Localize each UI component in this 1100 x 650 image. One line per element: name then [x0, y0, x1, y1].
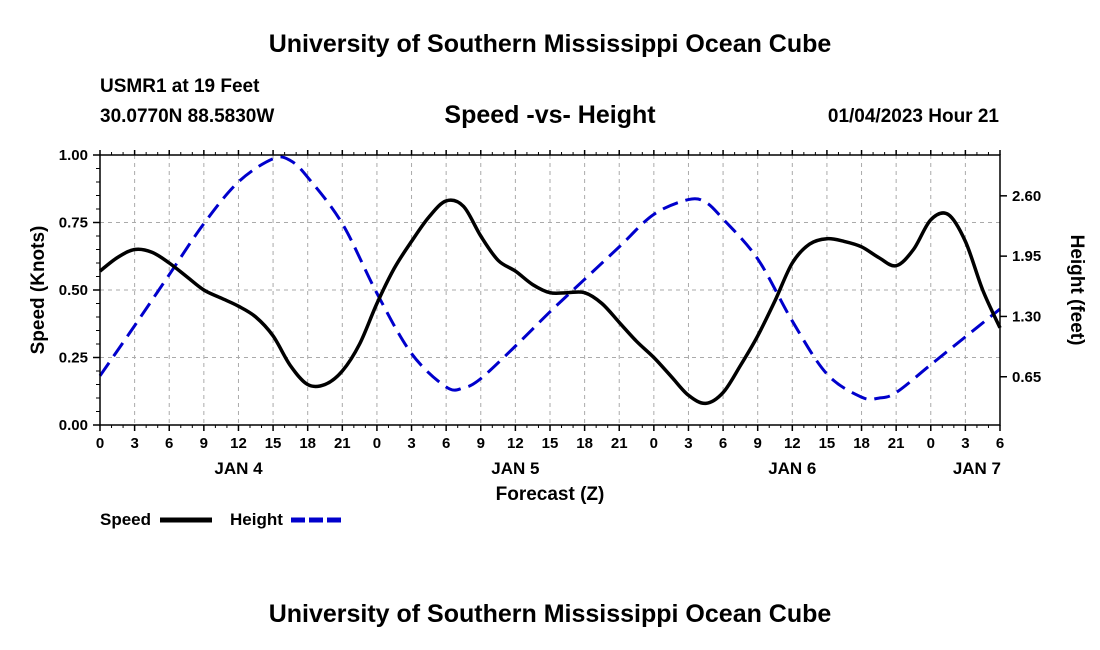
y2-tick-label: 1.95 — [1012, 248, 1041, 265]
y2-axis-title: Height (feet) — [1066, 235, 1087, 346]
x-tick-label: 9 — [477, 435, 485, 452]
x-tick-label: 15 — [265, 435, 282, 452]
y2-tick-label: 2.60 — [1012, 188, 1041, 205]
x-tick-label: 6 — [996, 435, 1004, 452]
x-tick-label: 3 — [961, 435, 969, 452]
legend-height-label: Height — [230, 510, 283, 529]
legend: Speed Height — [100, 510, 343, 529]
x-tick-label: 21 — [611, 435, 628, 452]
x-tick-label: 9 — [754, 435, 762, 452]
axes: 0 3 6 9 12 15 18 21 0 3 6 9 12 15 18 21 0 3 6 9 12 15 18 21 0 3 6 J… — [59, 147, 1041, 478]
x-tick-label: 3 — [130, 435, 138, 452]
y-tick-label: 0.25 — [59, 350, 88, 367]
day-label: JAN 5 — [491, 459, 539, 478]
coordinates-label: 30.0770N 88.5830W — [100, 106, 275, 127]
forecast-datetime: 01/04/2023 Hour 21 — [827, 106, 999, 127]
x-tick-label: 0 — [927, 435, 935, 452]
day-label: JAN 6 — [768, 459, 816, 478]
x-tick-label: 9 — [200, 435, 208, 452]
day-label: JAN 7 — [953, 459, 1001, 478]
day-label: JAN 4 — [214, 459, 263, 478]
y-tick-label: 0.75 — [59, 215, 88, 232]
y2-tick-label: 1.30 — [1012, 308, 1041, 325]
y-axis-title: Speed (Knots) — [28, 226, 49, 355]
x-tick-label: 21 — [888, 435, 905, 452]
footer-title: University of Southern Mississippi Ocean… — [268, 600, 832, 628]
speed-series-line — [98, 198, 1002, 406]
station-label: USMR1 at 19 Feet — [100, 76, 260, 97]
x-tick-label: 0 — [373, 435, 381, 452]
y-tick-label: 0.50 — [59, 282, 88, 299]
y-tick-label: 0.00 — [59, 417, 88, 434]
chart-title: Speed -vs- Height — [444, 101, 656, 129]
page-title: University of Southern Mississippi Ocean… — [268, 30, 832, 58]
x-tick-label: 0 — [96, 435, 104, 452]
grid — [100, 155, 1000, 425]
height-series-line — [98, 155, 1001, 401]
y2-tick-label: 0.65 — [1012, 369, 1041, 386]
x-tick-label: 15 — [542, 435, 559, 452]
x-tick-label: 0 — [650, 435, 658, 452]
x-tick-label: 18 — [853, 435, 870, 452]
x-tick-label: 12 — [784, 435, 801, 452]
legend-speed-label: Speed — [100, 510, 151, 529]
series-layer — [98, 155, 1002, 406]
x-tick-label: 21 — [334, 435, 351, 452]
x-tick-label: 12 — [230, 435, 247, 452]
x-tick-label: 6 — [165, 435, 173, 452]
x-axis-title: Forecast (Z) — [496, 484, 605, 505]
x-tick-label: 3 — [684, 435, 692, 452]
x-tick-label: 12 — [507, 435, 524, 452]
x-tick-label: 6 — [442, 435, 450, 452]
x-tick-label: 3 — [407, 435, 415, 452]
y-tick-label: 1.00 — [59, 147, 88, 164]
x-tick-label: 18 — [299, 435, 316, 452]
x-tick-label: 18 — [576, 435, 593, 452]
x-tick-label: 15 — [819, 435, 836, 452]
x-tick-label: 6 — [719, 435, 727, 452]
